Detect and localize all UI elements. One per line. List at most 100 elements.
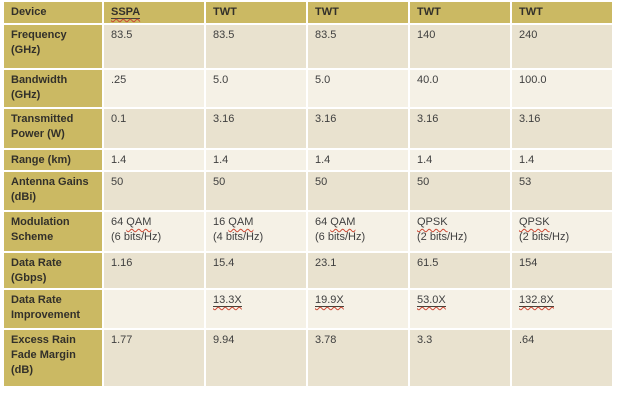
table-cell: 1.4: [206, 150, 306, 170]
cell-text: (2 bits/Hz): [519, 231, 570, 243]
cell-text: .25: [111, 74, 127, 86]
cell-text: TWT: [417, 6, 441, 18]
table-cell: 1.4: [512, 150, 612, 170]
cell-text: TWT: [213, 6, 237, 18]
table-cell: .64: [512, 330, 612, 386]
cell-text: 1.4: [417, 154, 433, 166]
table-cell: 3.16: [512, 109, 612, 148]
cell-text: 5.0: [315, 74, 331, 86]
table-cell: 50: [104, 172, 204, 210]
table-cell: 100.0: [512, 70, 612, 107]
cell-text: 1.16: [111, 257, 133, 269]
cell-text: 1.77: [111, 334, 133, 346]
row-label: Frequency (GHz): [4, 25, 102, 68]
table-cell: 64 QAM (6 bits/Hz): [104, 212, 204, 251]
table-cell: 3.16: [206, 109, 306, 148]
table-cell: 3.16: [308, 109, 408, 148]
cell-text: 64: [315, 216, 331, 228]
cell-text: (4 bits/Hz): [213, 231, 264, 243]
column-header-device: Device: [4, 2, 102, 23]
table-cell: 1.16: [104, 253, 204, 288]
table-cell: 53: [512, 172, 612, 210]
cell-text: 83.5: [111, 29, 133, 41]
table-cell: [104, 290, 204, 328]
cell-text: .64: [519, 334, 535, 346]
row-label: Data Rate Improvement: [4, 290, 102, 328]
cell-text: (6 bits/Hz): [111, 231, 162, 243]
spellchecked-text: QPSK: [417, 216, 448, 228]
table-row: Bandwidth (GHz) .25 5.0 5.0 40.0 100.0: [4, 70, 612, 107]
table-row: Transmitted Power (W) 0.1 3.16 3.16 3.16 3.16: [4, 109, 612, 148]
cell-text: 0.1: [111, 113, 127, 125]
column-header-0: SSPA: [104, 2, 204, 23]
table-cell: 5.0: [308, 70, 408, 107]
spellchecked-text: QPSK: [519, 216, 550, 228]
table-cell: 23.1: [308, 253, 408, 288]
column-header-4: TWT: [512, 2, 612, 23]
table-row: Data Rate Improvement 13.3X 19.9X 53.0X 132.…: [4, 290, 612, 328]
cell-text: 61.5: [417, 257, 439, 269]
table-cell: 13.3X: [206, 290, 306, 328]
table-row: Modulation Scheme 64 QAM (6 bits/Hz) 16 QAM…: [4, 212, 612, 251]
table-cell: 5.0: [206, 70, 306, 107]
cell-text: 100.0: [519, 74, 547, 86]
cell-text: 3.16: [519, 113, 541, 125]
cell-text: 3.16: [417, 113, 439, 125]
table-cell: 3.78: [308, 330, 408, 386]
table-cell: 83.5: [104, 25, 204, 68]
cell-text: 1.4: [111, 154, 127, 166]
row-label: Data Rate (Gbps): [4, 253, 102, 288]
cell-text: 50: [315, 176, 328, 188]
table-cell: 3.16: [410, 109, 510, 148]
cell-text: 53: [519, 176, 532, 188]
cell-text: 83.5: [315, 29, 337, 41]
cell-text: 140: [417, 29, 436, 41]
spellchecked-text: QAM: [228, 216, 254, 228]
spellchecked-text: QAM: [330, 216, 356, 228]
cell-text: 3.3: [417, 334, 433, 346]
spellchecked-text: QAM: [126, 216, 152, 228]
row-label: Antenna Gains (dBi): [4, 172, 102, 210]
cell-text: 1.4: [519, 154, 535, 166]
row-label: Bandwidth (GHz): [4, 70, 102, 107]
cell-text: 154: [519, 257, 538, 269]
table-cell: 16 QAM (4 bits/Hz): [206, 212, 306, 251]
table-cell: 50: [308, 172, 408, 210]
table-slide: Device SSPA TWT TWT TWT TWT Frequency (GHz) 8…: [2, 0, 614, 388]
table-cell: .25: [104, 70, 204, 107]
table-cell: 50: [206, 172, 306, 210]
table-body: Frequency (GHz) 83.5 83.5 83.5 140 240 Bandwid…: [4, 25, 612, 386]
cell-text: 15.4: [213, 257, 235, 269]
table-cell: 0.1: [104, 109, 204, 148]
table-cell: 40.0: [410, 70, 510, 107]
device-comparison-table: Device SSPA TWT TWT TWT TWT Frequency (GHz) 8…: [2, 0, 614, 388]
table-cell: 19.9X: [308, 290, 408, 328]
table-cell: 140: [410, 25, 510, 68]
table-cell: 1.4: [308, 150, 408, 170]
cell-text: 1.4: [315, 154, 331, 166]
row-label: Transmitted Power (W): [4, 109, 102, 148]
spellchecked-text: 19.9X: [315, 294, 344, 307]
table-cell: 1.4: [104, 150, 204, 170]
table-row: Range (km) 1.4 1.4 1.4 1.4 1.4: [4, 150, 612, 170]
cell-text: 64: [111, 216, 127, 228]
table-cell: 64 QAM (6 bits/Hz): [308, 212, 408, 251]
table-header-row: Device SSPA TWT TWT TWT TWT: [4, 2, 612, 23]
cell-text: TWT: [315, 6, 339, 18]
table-cell: 9.94: [206, 330, 306, 386]
table-row: Frequency (GHz) 83.5 83.5 83.5 140 240: [4, 25, 612, 68]
cell-text: 83.5: [213, 29, 235, 41]
table-cell: 61.5: [410, 253, 510, 288]
cell-text: 16: [213, 216, 229, 228]
table-row: Data Rate (Gbps) 1.16 15.4 23.1 61.5 154: [4, 253, 612, 288]
cell-text: 50: [417, 176, 430, 188]
cell-text: 23.1: [315, 257, 337, 269]
table-cell: 3.3: [410, 330, 510, 386]
table-cell: 132.8X: [512, 290, 612, 328]
cell-text: 50: [111, 176, 124, 188]
column-header-1: TWT: [206, 2, 306, 23]
spellchecked-text: 13.3X: [213, 294, 242, 307]
table-cell: 50: [410, 172, 510, 210]
cell-text: 9.94: [213, 334, 235, 346]
table-cell: 154: [512, 253, 612, 288]
